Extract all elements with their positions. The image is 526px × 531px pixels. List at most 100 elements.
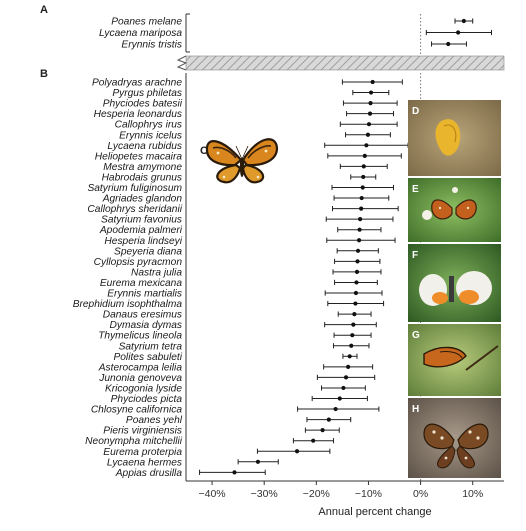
panel-letter-f: F <box>412 250 418 261</box>
panel-letter-b: B <box>40 68 48 80</box>
0-species-label: Poanes melane <box>111 17 182 28</box>
x-axis-title: Annual percent change <box>318 506 431 518</box>
1-species-label: Speyeria diana <box>114 246 182 257</box>
1-estimate-point <box>364 143 369 148</box>
1-estimate-point <box>362 153 367 158</box>
1-estimate-point <box>350 333 355 338</box>
panel-letter-h: H <box>412 404 419 415</box>
1-species-label: Erynnis martialis <box>107 289 182 300</box>
1-species-label: Eurema proterpia <box>103 447 182 458</box>
1-estimate-point <box>355 259 360 264</box>
panel-letter-d: D <box>412 106 419 117</box>
panel-letter-a: A <box>40 4 48 16</box>
1-estimate-point <box>337 396 342 401</box>
0-estimate-point <box>456 30 461 35</box>
1-estimate-point <box>255 459 261 464</box>
1-estimate-point <box>355 248 361 253</box>
1-estimate-point <box>311 438 316 443</box>
1-species-label: Satyrium tetra <box>119 341 183 352</box>
1-species-label: Polites sabuleti <box>113 352 182 363</box>
photo-e: E <box>408 178 501 242</box>
1-estimate-point <box>333 406 338 412</box>
1-estimate-point <box>349 343 354 348</box>
1-species-label: Satyrium favonius <box>101 215 182 226</box>
1-estimate-point <box>351 322 356 327</box>
x-axis: −40% −30% −20% −10% 0% 10% Annual percent chan… <box>198 481 483 518</box>
1-species-label: Asterocampa leilia <box>98 362 183 373</box>
1-estimate-point <box>232 470 237 475</box>
1-estimate-point <box>366 122 372 127</box>
1-species-label: Kricogonia lyside <box>105 383 182 394</box>
1-species-label: Callophrys irus <box>115 120 182 131</box>
axis-break-band <box>176 55 505 71</box>
1-estimate-point <box>358 217 363 222</box>
1-estimate-point <box>353 301 358 306</box>
1-species-label: Phyciodes batesii <box>103 99 183 110</box>
1-species-label: Eurema mexicana <box>100 278 182 289</box>
1-species-label: Neonympha mitchellii <box>85 436 183 447</box>
1-estimate-point <box>346 364 351 369</box>
1-species-label: Appias drusilla <box>115 468 183 479</box>
1-species-label: Lycaena hermes <box>107 457 182 468</box>
1-estimate-point <box>356 238 362 243</box>
1-species-label: Poanes yehl <box>126 415 183 426</box>
1-estimate-point <box>354 280 359 285</box>
0-species-label: Lycaena mariposa <box>99 28 182 39</box>
1-estimate-point <box>370 79 375 85</box>
1-estimate-point <box>341 385 346 391</box>
x-tick-label: −20% <box>303 488 330 500</box>
1-species-label: Habrodais grunus <box>102 172 182 183</box>
panel-letter-g: G <box>412 330 420 341</box>
1-species-label: Cyllopsis pyracmon <box>94 257 183 268</box>
1-species-label: Dymasia dymas <box>110 320 182 331</box>
1-estimate-point <box>294 449 300 454</box>
butterfly-illustration-c: C <box>200 138 279 184</box>
0-estimate-point <box>446 41 451 47</box>
1-species-label: Danaus eresimus <box>103 310 182 321</box>
panel-letter-c: C <box>200 145 208 157</box>
1-estimate-point <box>347 354 352 359</box>
1-estimate-point <box>354 269 360 274</box>
1-species-label: Chlosyne californica <box>91 405 182 416</box>
1-species-label: Brephidium isophthalma <box>73 299 183 310</box>
photo-f: F <box>408 244 501 322</box>
1-estimate-point <box>357 227 362 232</box>
1-species-label: Pyrgus philetas <box>112 88 182 99</box>
1-species-label: Erynnis icelus <box>119 130 182 141</box>
1-species-label: Junonia genoveva <box>98 373 182 384</box>
1-species-label: Mestra amymone <box>103 162 182 173</box>
1-estimate-point <box>359 195 364 201</box>
1-estimate-point <box>320 428 325 433</box>
0-species-label: Erynnis tristis <box>121 40 182 51</box>
1-estimate-point <box>353 290 359 296</box>
panel-letter-e: E <box>412 184 419 195</box>
1-estimate-point <box>359 206 364 211</box>
1-species-label: Heliopetes macaira <box>95 151 183 162</box>
1-species-label: Pieris virginiensis <box>103 426 182 437</box>
1-estimate-point <box>352 312 357 317</box>
1-species-label: Satyrium fuliginosum <box>87 183 182 194</box>
1-species-label: Phyciodes picta <box>111 394 183 405</box>
photo-g: G <box>408 324 501 396</box>
1-species-label: Nastra julia <box>131 267 182 278</box>
1-species-label: Thymelicus lineola <box>98 331 182 342</box>
1-species-label: Agriades glandon <box>102 194 183 205</box>
1-species-label: Callophrys sheridanii <box>87 204 182 215</box>
1-estimate-point <box>361 174 366 180</box>
x-tick-label: −10% <box>355 488 382 500</box>
0-estimate-point <box>461 18 466 24</box>
photo-d: D <box>408 100 501 176</box>
1-species-label: Apodemia palmeri <box>99 225 183 236</box>
x-tick-label: 10% <box>462 488 483 500</box>
photo-h: H <box>408 398 501 478</box>
x-tick-label: 0% <box>413 488 428 500</box>
panel-b <box>185 73 504 482</box>
1-estimate-point <box>365 132 371 137</box>
1-species-label: Polyadryas arachne <box>92 78 182 89</box>
1-estimate-point <box>360 185 365 190</box>
1-estimate-point <box>326 417 331 422</box>
x-tick-label: −40% <box>198 488 225 500</box>
1-species-label: Lycaena rubidus <box>107 141 182 152</box>
